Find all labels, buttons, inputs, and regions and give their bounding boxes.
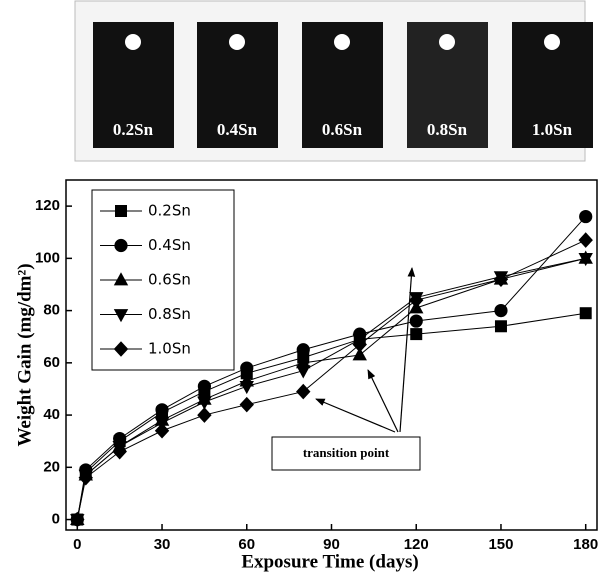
marker	[154, 422, 170, 439]
photo-label: 1.0Sn	[532, 120, 573, 139]
marker	[197, 396, 212, 410]
photo-label: 0.6Sn	[322, 120, 363, 139]
marker	[296, 355, 311, 369]
marker	[240, 361, 254, 375]
marker	[197, 407, 212, 423]
x-tick-label: 180	[573, 536, 598, 553]
y-tick-label: 80	[43, 302, 60, 319]
marker	[296, 343, 310, 357]
marker	[409, 314, 423, 328]
marker	[409, 292, 424, 308]
marker	[352, 347, 367, 361]
marker	[113, 272, 129, 286]
legend-label: 1.0Sn	[148, 340, 191, 358]
marker	[197, 379, 211, 393]
legend-label: 0.8Sn	[148, 305, 191, 323]
annotation: transition point	[271, 267, 421, 471]
x-tick-label: 120	[404, 536, 429, 553]
y-tick-label: 40	[43, 406, 60, 423]
legend: 0.2Sn 0.4Sn 0.6Sn 0.8Sn 1.0Sn	[91, 189, 235, 371]
legend-label: 0.4Sn	[148, 236, 191, 254]
x-tick-label: 0	[73, 536, 81, 553]
y-tick-label: 120	[35, 197, 60, 214]
arrow	[367, 369, 399, 433]
annotation-box	[271, 436, 421, 471]
photo-label: 0.2Sn	[113, 120, 154, 139]
x-axis-title: Exposure Time (days)	[241, 551, 418, 572]
photo-label: 0.8Sn	[427, 120, 468, 139]
photo-strip: 0.2Sn 0.4Sn 0.6Sn 0.8Sn 1.0Sn	[93, 22, 593, 148]
marker	[410, 328, 423, 341]
x-tick-label: 90	[323, 536, 340, 553]
specimen-hole	[125, 34, 141, 50]
y-tick-label: 60	[43, 354, 60, 371]
marker	[78, 469, 93, 486]
x-tick-label: 60	[238, 536, 255, 553]
marker	[113, 341, 129, 357]
marker	[579, 307, 592, 320]
marker	[239, 396, 254, 413]
x-tick-label: 150	[488, 536, 513, 553]
marker	[113, 309, 129, 323]
marker	[239, 380, 254, 395]
specimen-hole	[544, 34, 560, 50]
marker	[155, 403, 169, 417]
marker	[493, 271, 509, 288]
marker	[494, 303, 508, 318]
y-tick-label: 20	[43, 458, 60, 475]
specimen-hole	[439, 34, 455, 50]
marker	[578, 232, 593, 248]
specimen-hole	[334, 34, 350, 50]
arrow	[315, 398, 396, 433]
arrow	[399, 267, 416, 433]
legend-label: 0.2Sn	[148, 202, 191, 220]
marker	[112, 443, 127, 460]
annotation-text: transition point	[303, 445, 390, 460]
marker	[115, 205, 127, 217]
legend-label: 0.6Sn	[148, 271, 191, 289]
y-tick-label: 0	[52, 511, 60, 528]
marker	[296, 365, 311, 379]
y-tick-label: 100	[35, 249, 60, 266]
y-axis-title: Weight Gain (mg/dm²)	[14, 263, 35, 446]
marker	[114, 238, 128, 253]
marker	[70, 511, 85, 528]
x-tick-label: 30	[154, 536, 171, 553]
marker	[578, 252, 593, 267]
marker	[296, 383, 311, 400]
marker	[494, 320, 507, 333]
photo-label: 0.4Sn	[217, 120, 258, 139]
marker	[579, 209, 593, 224]
marker	[352, 336, 367, 353]
specimen-hole	[229, 34, 245, 50]
